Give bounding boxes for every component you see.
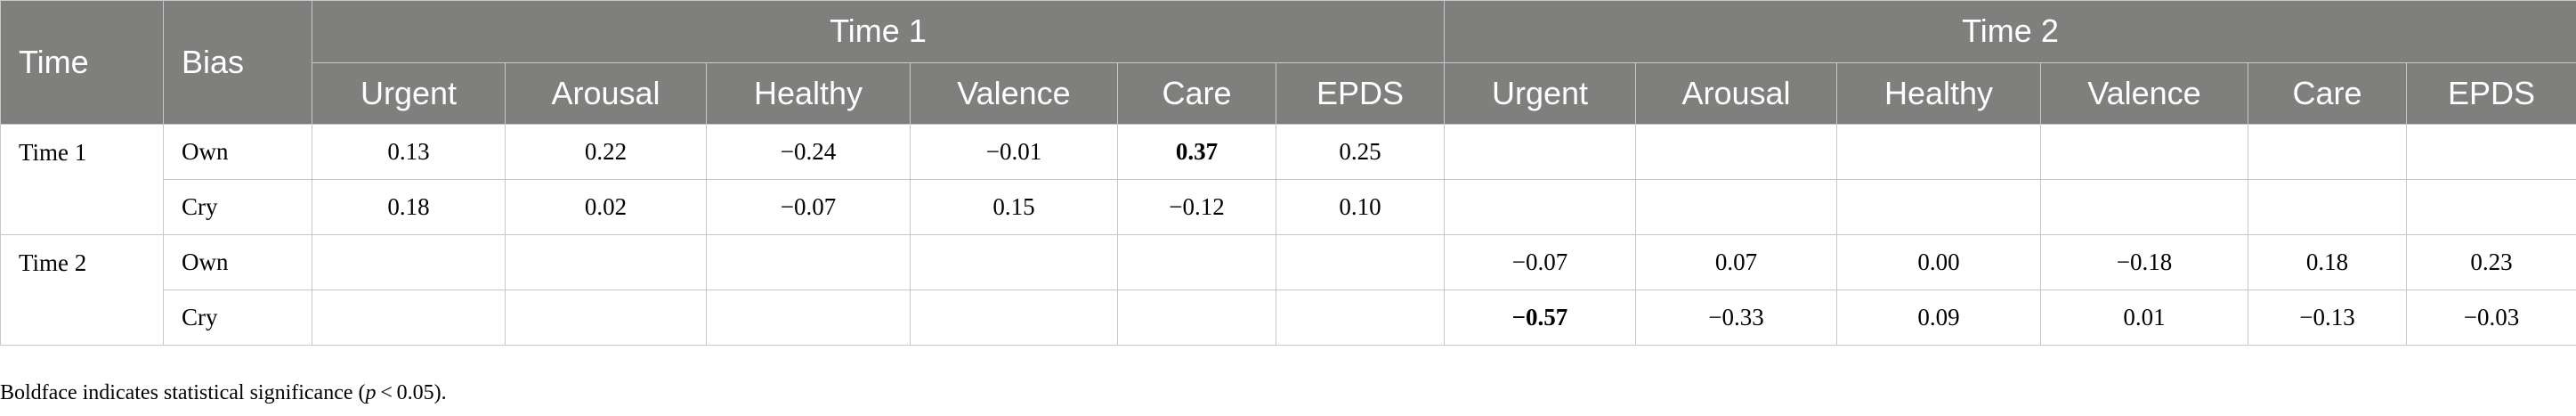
table-cell: 0.09 [1836, 290, 2041, 346]
table-header: Time Bias Time 1 Time 2 Urgent Arousal Hea… [0, 0, 2576, 125]
table-cell [2248, 179, 2407, 235]
header-bias: Bias [163, 0, 312, 125]
column-header: Arousal [1635, 61, 1837, 125]
table-row: Time 1 Own 0.13 0.22 −0.24 −0.01 0.37 0.25 [0, 124, 2576, 235]
table-cell [505, 290, 707, 346]
column-header: Care [1117, 61, 1276, 125]
column-header: EPDS [1276, 61, 1445, 125]
row-group-label: Time 2 [0, 234, 164, 346]
table-cell: −0.07 [1444, 234, 1636, 290]
table-cell [2248, 124, 2407, 180]
footnote-suffix: < 0.05). [376, 381, 447, 404]
table-cell [1117, 234, 1276, 290]
row-group-label: Time 1 [0, 124, 164, 235]
table-cell [1635, 124, 1837, 180]
table-cell [2406, 179, 2576, 235]
table-cell: −0.12 [1117, 179, 1276, 235]
table-cell [1117, 290, 1276, 346]
table-cell: 0.18 [312, 179, 506, 235]
table-cell: 0.07 [1635, 234, 1837, 290]
table-cell: −0.07 [706, 179, 911, 235]
table-cell [1276, 234, 1445, 290]
table-cell: 0.18 [2248, 234, 2407, 290]
table-cell: 0.02 [505, 179, 707, 235]
table-row: Cry 0.18 0.02 −0.07 0.15 −0.12 0.10 [1, 179, 2576, 235]
table-cell [2040, 179, 2248, 235]
table-cell: −0.24 [706, 124, 911, 180]
bias-label: Cry [163, 290, 312, 346]
table-cell: −0.03 [2406, 290, 2576, 346]
table-cell [312, 234, 506, 290]
table-cell: 0.25 [1276, 124, 1445, 180]
column-header: Care [2248, 61, 2407, 125]
table-cell: 0.10 [1276, 179, 1445, 235]
table-cell [1635, 179, 1837, 235]
correlation-table: Time Bias Time 1 Time 2 Urgent Arousal Hea… [0, 0, 2576, 346]
table-cell [706, 234, 911, 290]
column-header: Valence [2040, 61, 2248, 125]
footnote-p-symbol: p [365, 381, 377, 404]
table-cell [910, 234, 1118, 290]
header-time: Time [0, 0, 164, 125]
table-cell [910, 290, 1118, 346]
table-body: Time 1 Own 0.13 0.22 −0.24 −0.01 0.37 0.25 Cry 0.… [0, 124, 2576, 346]
column-header: Urgent [312, 61, 506, 125]
table-cell [1444, 124, 1636, 180]
column-header: Urgent [1444, 61, 1636, 125]
table-cell: 0.13 [312, 124, 506, 180]
table-cell: 0.00 [1836, 234, 2041, 290]
footnote: Boldface indicates statistical significa… [0, 381, 447, 405]
table-cell [1836, 179, 2041, 235]
table-cell [706, 290, 911, 346]
table-cell: −0.13 [2248, 290, 2407, 346]
table-cell [1444, 179, 1636, 235]
column-header: Valence [910, 61, 1118, 125]
table-cell: 0.22 [505, 124, 707, 180]
table-cell: 0.37 [1117, 124, 1276, 180]
table-row: Time 2 Own −0.07 0.07 0.00 −0.18 0.18 0.23 [0, 234, 2576, 346]
column-header: EPDS [2406, 61, 2576, 125]
table-cell [505, 234, 707, 290]
table-cell: −0.33 [1635, 290, 1837, 346]
bias-label: Cry [163, 179, 312, 235]
table-cell: 0.01 [2040, 290, 2248, 346]
header-group-time-2: Time 2 [1444, 0, 2576, 63]
table-cell: −0.57 [1444, 290, 1636, 346]
column-header: Healthy [1836, 61, 2041, 125]
table-cell [2406, 124, 2576, 180]
column-header: Arousal [505, 61, 707, 125]
bias-label: Own [163, 124, 312, 180]
table-cell [1836, 124, 2041, 180]
table-cell: 0.15 [910, 179, 1118, 235]
footnote-prefix: Boldface indicates statistical significa… [0, 381, 366, 404]
table-cell [2040, 124, 2248, 180]
header-group-time-1: Time 1 [312, 0, 1445, 63]
table-row: Cry −0.57 −0.33 0.09 0.01 −0.13 −0.03 [1, 290, 2576, 346]
table-cell: 0.23 [2406, 234, 2576, 290]
column-header: Healthy [706, 61, 911, 125]
bias-label: Own [163, 234, 312, 290]
table-cell [312, 290, 506, 346]
table-cell: −0.01 [910, 124, 1118, 180]
table-cell [1276, 290, 1445, 346]
table-cell: −0.18 [2040, 234, 2248, 290]
